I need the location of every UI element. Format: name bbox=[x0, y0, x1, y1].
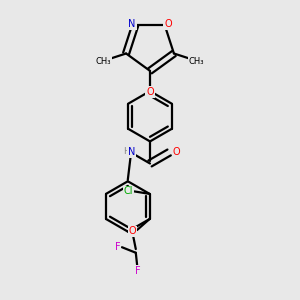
Text: CH₃: CH₃ bbox=[95, 57, 111, 66]
Text: O: O bbox=[173, 147, 181, 157]
Text: CH₃: CH₃ bbox=[189, 57, 205, 66]
Text: F: F bbox=[115, 242, 120, 252]
Text: Cl: Cl bbox=[124, 186, 134, 197]
Text: H: H bbox=[123, 147, 130, 156]
Text: F: F bbox=[134, 266, 140, 275]
Text: O: O bbox=[129, 226, 136, 236]
Text: N: N bbox=[128, 147, 136, 157]
Text: N: N bbox=[128, 20, 136, 29]
Text: O: O bbox=[164, 20, 172, 29]
Text: O: O bbox=[146, 87, 154, 97]
